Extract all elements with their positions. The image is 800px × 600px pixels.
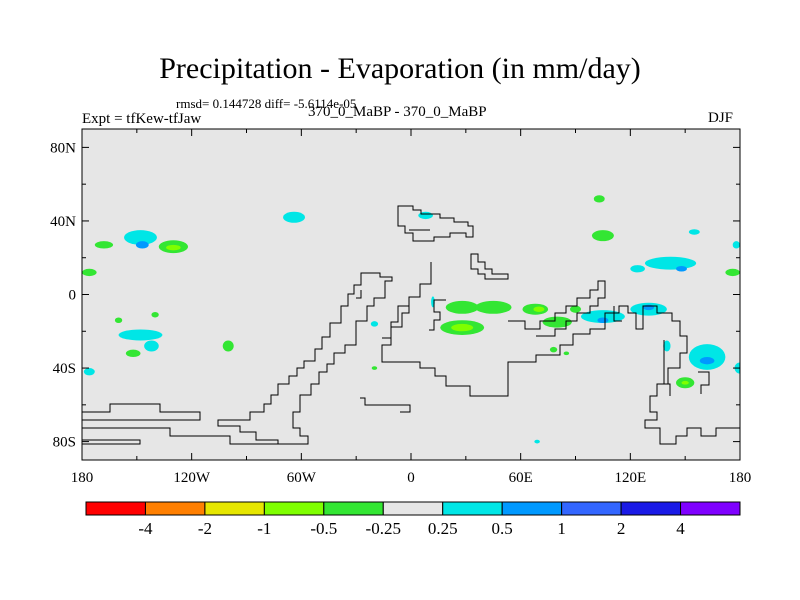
contour-patch — [681, 380, 689, 385]
contour-patch — [676, 265, 687, 272]
colorbar-label: 0.5 — [492, 519, 513, 538]
contour-patch — [630, 265, 645, 273]
contour-patch — [370, 321, 379, 327]
chart-title: Precipitation - Evaporation (in mm/day) — [159, 52, 641, 85]
colorbar-label: 1 — [557, 519, 566, 538]
x-tick-label: 180 — [71, 470, 94, 486]
contour-patch — [82, 268, 97, 277]
contour-patch — [222, 340, 234, 352]
contour-patch — [644, 256, 697, 270]
contour-patch — [563, 351, 570, 356]
colorbar-label: 0.25 — [428, 519, 458, 538]
contour-patch — [593, 195, 605, 203]
x-tick-label: 120W — [173, 470, 211, 486]
y-tick-label: 0 — [69, 288, 77, 304]
colorbar-label: 4 — [676, 519, 685, 538]
contour-patch — [124, 230, 157, 245]
contour-patch — [83, 368, 95, 376]
map-background — [82, 129, 740, 460]
contour-patch — [643, 304, 655, 311]
colorbar-label: -4 — [138, 519, 153, 538]
colorbar-swatch — [561, 501, 622, 516]
experiment-label: Expt = tfKew-tfJaw — [82, 111, 202, 127]
colorbar-label: -0.25 — [366, 519, 401, 538]
contour-patch — [533, 306, 545, 312]
contour-patch — [445, 300, 479, 314]
x-tick-label: 180 — [729, 470, 752, 486]
contour-patch — [451, 323, 474, 332]
contour-patch — [542, 316, 572, 328]
coastlines — [82, 205, 740, 445]
contour-patch — [125, 349, 141, 358]
x-tick-label: 60E — [509, 470, 533, 486]
y-tick-label: 40N — [50, 214, 76, 230]
colorbar-swatch — [442, 501, 503, 516]
contour-patch — [732, 241, 740, 249]
season-label: DJF — [708, 110, 734, 126]
contour-patch — [699, 357, 715, 365]
contour-patch — [570, 305, 581, 313]
x-tick-label: 120E — [614, 470, 646, 486]
contour-patch — [118, 329, 163, 341]
colorbar-swatch — [144, 501, 206, 516]
contour-patch — [549, 346, 558, 353]
contour-patch — [114, 317, 123, 324]
colorbar-label: -0.5 — [310, 519, 337, 538]
y-tick-label: 80S — [53, 435, 76, 451]
colorbar-label: -1 — [257, 519, 271, 538]
colorbar-label: -2 — [198, 519, 212, 538]
rmsd-diff-stats: rmsd= 0.144728 diff= -5.6114e-05 — [176, 96, 357, 111]
colorbar-swatch — [323, 501, 384, 516]
colorbar-swatch — [204, 501, 265, 516]
colorbar-swatch — [382, 501, 444, 516]
x-tick-label: 0 — [407, 470, 415, 486]
contour-patch — [371, 366, 378, 370]
contour-patch — [597, 317, 609, 324]
colorbar-swatch — [501, 501, 563, 516]
contour-patch — [135, 241, 149, 249]
contour-patch — [534, 439, 540, 444]
y-tick-label: 40S — [53, 361, 76, 377]
colorbar-swatch — [85, 501, 146, 516]
contour-patch — [688, 229, 700, 235]
x-tick-label: 60W — [287, 470, 317, 486]
contour-patch — [166, 244, 181, 251]
case-label: 370_0_MaBP - 370_0_MaBP — [308, 104, 487, 120]
contour-patch — [94, 241, 114, 249]
colorbar-swatch — [680, 501, 741, 516]
contour-patch — [591, 230, 614, 242]
contour-patch — [688, 344, 726, 370]
colorbar-swatch — [620, 501, 682, 516]
y-tick-label: 80N — [50, 140, 76, 156]
colorbar-swatch — [263, 501, 325, 516]
contour-patch — [663, 340, 671, 352]
contour-patch — [144, 340, 159, 352]
contour-patch — [151, 311, 159, 318]
contour-patch — [474, 300, 512, 314]
contour-patch — [283, 211, 305, 223]
contour-patch — [725, 268, 740, 277]
colorbar-label: 2 — [617, 519, 626, 538]
